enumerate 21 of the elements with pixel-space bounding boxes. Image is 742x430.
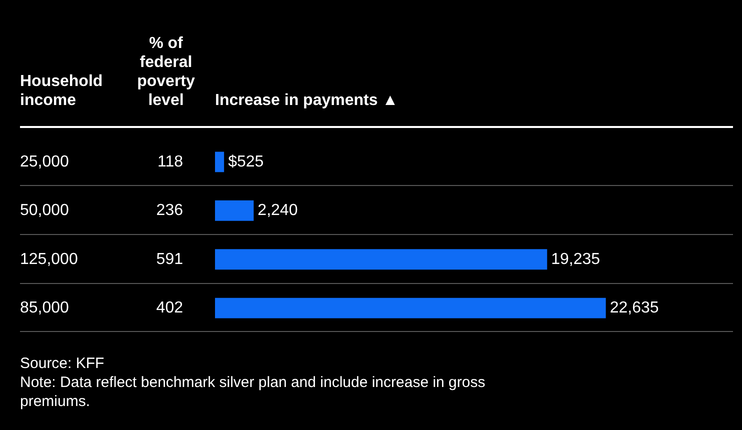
text: 402 xyxy=(156,299,184,316)
data-label: 19,235 xyxy=(551,250,600,268)
bar xyxy=(215,200,254,221)
y-tick-label: 85,000 xyxy=(20,299,70,316)
y-tick-label: 125,000 xyxy=(20,250,78,268)
bar xyxy=(215,249,548,270)
text: 118 xyxy=(157,153,184,170)
y-tick-label: 25,000 xyxy=(20,153,70,170)
data-label: $525 xyxy=(228,153,264,170)
x-axis-title: Increase in payments ▲ xyxy=(215,91,398,110)
data-label: 2,240 xyxy=(258,202,298,220)
source-note: Source: KFF xyxy=(20,354,106,373)
text: 236 xyxy=(156,202,184,220)
y2-axis-title: % of federal poverty level xyxy=(136,34,196,110)
bar xyxy=(215,152,224,172)
bar xyxy=(215,298,606,318)
y-tick-label: 50,000 xyxy=(20,202,70,220)
text: Note: Data reflect benchmark silver plan and include increase in gross premiums. xyxy=(20,373,486,411)
text: 591 xyxy=(156,250,184,268)
data-label: 22,635 xyxy=(610,299,659,316)
y-axis-title: Household income xyxy=(20,72,104,110)
